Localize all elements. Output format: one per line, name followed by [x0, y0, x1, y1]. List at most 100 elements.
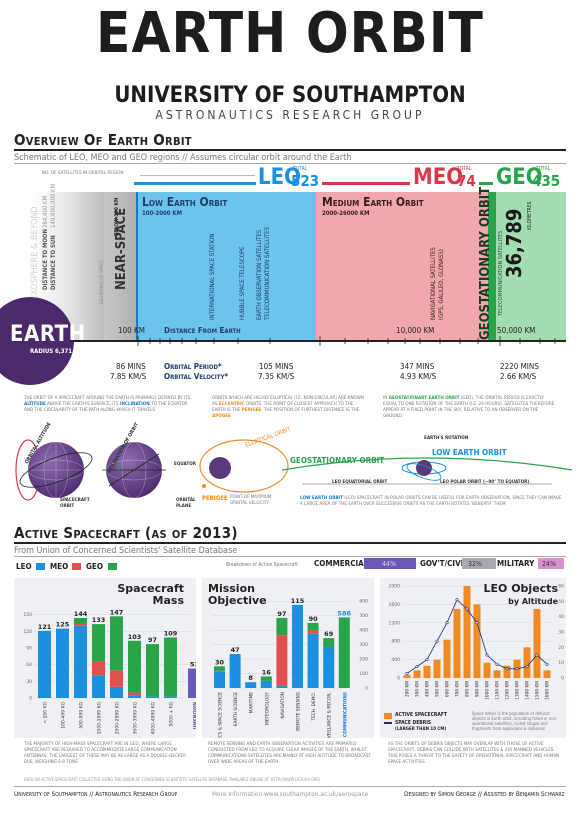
mass-total-label: 53 [190, 661, 196, 669]
leo-band-border [136, 192, 138, 340]
geo-line-band [488, 192, 496, 340]
active-subtitle: From Union of Concerned Scientists' Sate… [14, 546, 238, 556]
leo-description: Low Earth Orbit (LEO) spacecraft in pola… [300, 496, 562, 507]
altitude-active-bar [453, 609, 461, 678]
objective-ytick-right: 100 [359, 671, 368, 677]
iss-label: International Space Station [209, 233, 216, 320]
mass-bar-leo [164, 696, 177, 698]
mass-bar-geo [146, 644, 159, 697]
mass-category-label: 1000-1999 KG [97, 701, 103, 734]
objective-ytick-right: 400 [359, 628, 368, 634]
objective-bar-leo [245, 682, 257, 688]
mass-bar-leo [56, 628, 69, 698]
objective-bar-leo [229, 654, 241, 688]
mass-total-label: 121 [38, 623, 52, 631]
mass-ytick: 150 [23, 612, 32, 618]
altitude-active-bar [543, 670, 551, 678]
orbital-velocity-label: Orbital Velocity* [164, 372, 229, 381]
objective-total-label: 47 [231, 646, 240, 654]
near-space-band [104, 192, 136, 340]
objective-total-label: 16 [262, 668, 272, 676]
distance-sun-value: 149,600,000 km [50, 183, 57, 228]
altitude-debris-point [525, 665, 529, 669]
altitude-ytick: 2000 [389, 584, 401, 590]
footer-url[interactable]: www.southampton.ac.uk/aerospace [264, 790, 369, 798]
mass-ytick: 90 [26, 646, 32, 652]
below-100-label: Below 100 km [114, 197, 120, 236]
altitude-ytick: 800 [391, 639, 400, 645]
legend-meo-swatch [72, 563, 81, 570]
velocity-735: 7.35 km/s [258, 372, 295, 381]
military-label: Military [497, 559, 535, 568]
mass-bar-meo [128, 692, 141, 696]
nav-sats-sub: (GPS, Galileo, GLONASS) [438, 249, 445, 320]
mass-total-label: 103 [128, 633, 142, 641]
debris-note: As the orbits of debris objects may over… [388, 742, 560, 765]
mass-bar-leo [146, 696, 159, 698]
altitude-active-bar [433, 659, 441, 678]
mass-total-label: 97 [148, 636, 157, 644]
meo-label: MEO [413, 165, 464, 190]
mass-chart-title-2: Mass [153, 594, 185, 607]
altitude-category-label: 1200 KM [505, 681, 511, 700]
leo-equatorial-label: LEO Equatorial Orbit [332, 480, 388, 485]
objective-bar-geo [214, 666, 225, 671]
breakdown-label: Breakdown of Active Spacecraft: [226, 562, 300, 568]
mass-bar-meo [92, 661, 105, 676]
altitude-category-label: 400 KM [425, 681, 431, 697]
mass-category-label: 3000-3999 KG [133, 701, 139, 734]
altitude-debris-point [405, 671, 409, 675]
objective-bar-leo [260, 680, 272, 688]
altitude-category-label: 500 KM [435, 681, 441, 697]
altitude-ytick: 1600 [389, 602, 401, 608]
altitude-category-label: 1400 KM [525, 681, 531, 700]
altitude-debris-point [535, 653, 539, 657]
altitude-category-label: 1000 KM [485, 681, 491, 700]
altitude-debris-point [505, 667, 509, 671]
mass-bar-unknown [188, 668, 196, 698]
research-group: ASTRONAUTICS RESEARCH GROUP [155, 108, 425, 122]
period-86: 86 mins [116, 362, 146, 371]
beginning-space-label: Beginning of Space [100, 260, 105, 304]
desc-altitude: The orbit of a spacecraft around the Ear… [24, 396, 191, 413]
distance-axis-ticks [137, 336, 556, 346]
overview-rule-2 [14, 163, 566, 164]
desc-eccentric: Orbits which are highly elliptical (i.e.… [212, 396, 364, 419]
tick-10000km: 10,000 km [396, 326, 435, 335]
altitude-chart-title: LEO Objects [484, 582, 559, 595]
period-347: 347 mins [400, 362, 435, 371]
earth-obs-label: Earth Observation satellites [256, 229, 263, 320]
objective-total-label: 97 [277, 610, 286, 618]
objective-bar-leo [292, 604, 303, 688]
legend-debris-desc: Space debris is the population of defunc… [472, 711, 558, 731]
altitude-category-label: 700 KM [455, 681, 461, 697]
objective-ytick-right: 0 [365, 686, 368, 692]
leo-total: 523 [291, 172, 320, 190]
tick-100km: 100 km [118, 326, 145, 335]
altitude-category-label: 200 KM [405, 681, 411, 697]
objective-category-label: ASTROPHYSICS & SPACE SCIENCE [218, 692, 224, 738]
military-pct: 24% [542, 560, 556, 568]
objective-category-label: METEOROLOGY [264, 692, 270, 725]
geo-altitude-unit: Kilometres [527, 201, 533, 230]
objective-category-label: MARITIME [249, 692, 255, 713]
legend-debris-sub: (Larger than 10 cm) [395, 727, 447, 732]
altitude-ytick: 0 [397, 676, 400, 682]
footer-right: Designed by Simon George // Assisted by … [404, 790, 565, 798]
legend-geo-label: GEO [86, 562, 103, 571]
tick-50000km: 50,000 km [497, 326, 536, 335]
mass-ytick: 30 [26, 679, 32, 685]
desc-geostationary: In Geostationary Earth Orbit (GEO), the … [383, 396, 555, 419]
meo-count-line [322, 182, 410, 185]
mass-chart-title: Spacecraft [117, 582, 184, 595]
altitude-debris-point [415, 665, 419, 669]
overview-heading: Overview Of Earth Orbit [14, 131, 192, 149]
altitude-debris-point [545, 662, 549, 666]
distance-axis-line [70, 340, 566, 342]
objective-chart-title-2: Objective [208, 594, 267, 607]
mass-total-label: 109 [164, 629, 178, 637]
mass-ytick: 120 [23, 629, 32, 635]
geo-total: 435 [532, 172, 561, 190]
altitude-debris-point [425, 658, 429, 662]
perigee-label: Perigee [202, 495, 228, 502]
